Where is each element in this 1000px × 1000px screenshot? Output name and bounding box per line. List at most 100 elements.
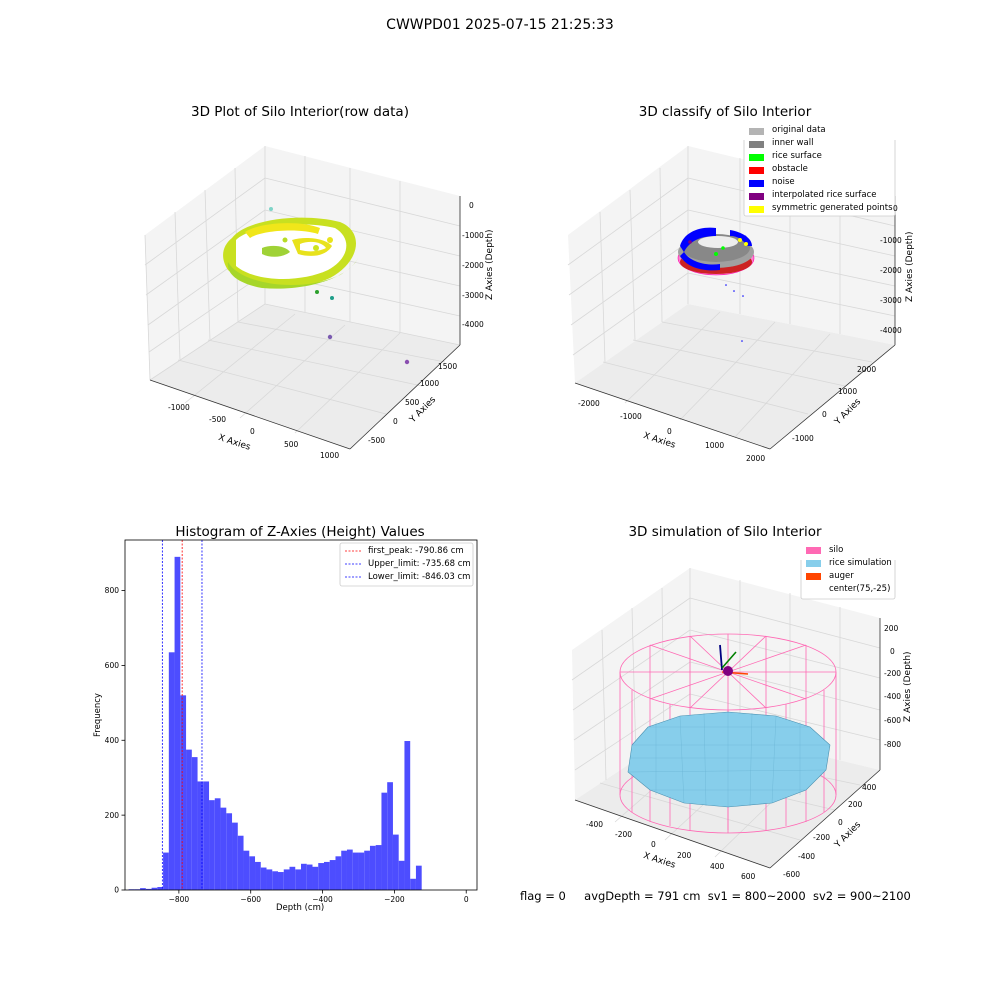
classify-ztick: 0 (893, 204, 898, 213)
figure-title: CWWPD01 2025-07-15 21:25:33 (386, 17, 614, 33)
raw-point-cloud (223, 217, 358, 289)
simulation-3d-plot (571, 560, 896, 869)
classify-legend-box (743, 140, 896, 217)
classify-z-axis-label: Z Axies (Depth) (905, 231, 915, 302)
simulation-ztick: -200 (884, 669, 902, 678)
auger-marker (719, 644, 749, 676)
histogram-bar (243, 850, 250, 890)
raw-outlier-points (269, 207, 410, 365)
histogram-bar (375, 845, 382, 890)
histogram-xtick-label: 0 (464, 895, 469, 904)
raw-ytick: -500 (368, 436, 386, 445)
raw-xtick: -500 (209, 415, 227, 424)
legend-label: Lower_limit: -846.03 cm (368, 572, 471, 582)
histogram-bar (289, 866, 296, 890)
simulation-ytick: 200 (848, 800, 863, 809)
legend-swatch-symmetric-generated-points (749, 206, 764, 213)
sv1-text: sv1 = 800~2000 (707, 889, 806, 903)
histogram-bar (295, 869, 301, 890)
simulation-ytick: -200 (813, 833, 831, 842)
histogram-bar (260, 867, 267, 890)
histogram-y-axis-label: Frequency (93, 693, 103, 737)
histogram-bar (255, 861, 261, 890)
classify-xtick: 1000 (705, 441, 725, 450)
classify-ytick: 2000 (857, 365, 877, 374)
simulation-xtick: 200 (677, 851, 692, 860)
histogram-bar (358, 852, 365, 890)
histogram-ytick-label: 200 (105, 811, 120, 820)
simulation-xtick: 600 (741, 872, 756, 881)
histogram-bar (364, 850, 370, 890)
legend-label: noise (772, 177, 795, 187)
raw-ytick: 0 (393, 417, 398, 426)
histogram-bar (272, 871, 279, 890)
histogram-bar (197, 781, 204, 890)
histogram-bar (341, 850, 347, 890)
histogram-bar (346, 849, 353, 890)
histogram-bar (301, 863, 307, 890)
classify-ztick: -2000 (880, 266, 902, 275)
raw-ztick: 0 (469, 201, 474, 210)
simulation-ztick: 0 (890, 647, 895, 656)
simulation-xtick: 400 (710, 862, 725, 871)
histogram-bar (415, 865, 422, 890)
classify-ztick: -3000 (880, 296, 902, 305)
simulation-ztick: -800 (884, 740, 902, 749)
simulation-ytick: -400 (798, 852, 816, 861)
raw-z-axis-label: Z Axies (Depth) (485, 229, 495, 300)
flag-text: flag = 0 (520, 889, 566, 903)
histogram-xtick-label: −600 (240, 895, 261, 904)
simulation-ytick: -600 (783, 870, 801, 879)
legend-swatch-obstacle (749, 167, 764, 174)
histogram-bar (209, 800, 215, 890)
histogram-bar (381, 792, 388, 890)
simulation-xtick: -200 (615, 830, 633, 839)
histogram-legend-box (339, 542, 474, 587)
raw-ztick: -2000 (462, 261, 484, 270)
histogram-legend (339, 542, 474, 587)
raw-ztick: -1000 (462, 231, 484, 240)
simulation-legend (800, 560, 896, 600)
classify-ytick: 0 (822, 410, 827, 419)
legend-label: inner wall (772, 138, 814, 148)
histogram-bar (323, 861, 330, 890)
raw-ztick: -3000 (462, 291, 484, 300)
classify-xtick: 2000 (746, 454, 766, 463)
raw-plot-title: 3D Plot of Silo Interior(row data) (191, 104, 409, 120)
simulation-ytick: 400 (862, 783, 877, 792)
histogram-bar (335, 856, 342, 890)
histogram-xtick-label: −200 (384, 895, 405, 904)
histogram-bar (174, 556, 181, 890)
legend-label: first_peak: -790.86 cm (368, 546, 464, 556)
legend-swatch-auger (806, 573, 821, 580)
histogram-bar (186, 749, 192, 890)
legend-swatch-silo (806, 547, 821, 554)
simulation-ytick: 0 (838, 818, 843, 827)
classify-xtick: -1000 (620, 412, 642, 421)
legend-label: rice simulation (829, 558, 892, 568)
histogram-title: Histogram of Z-Axies (Height) Values (175, 524, 425, 540)
legend-swatch-inner-wall (749, 141, 764, 148)
histogram-bar (220, 807, 227, 890)
histogram-bar (318, 863, 324, 890)
histogram-bar (180, 695, 187, 890)
classify-ztick: -4000 (880, 326, 902, 335)
histogram-xtick-label: −400 (312, 895, 333, 904)
histogram-bar (369, 845, 376, 890)
histogram-bar (232, 822, 238, 890)
legend-label: rice surface (772, 151, 822, 161)
simulation-legend-box (800, 560, 896, 600)
legend-swatch-original-data (749, 128, 764, 135)
histogram-bar (163, 852, 169, 890)
histogram-ytick-label: 400 (105, 736, 120, 745)
histogram-bar (283, 869, 290, 890)
classify-legend (743, 140, 896, 217)
legend-swatch-rice-surface (749, 154, 764, 161)
classify-xtick: 0 (667, 427, 672, 436)
histogram-bar (278, 872, 284, 890)
simulation-xtick: -400 (586, 820, 604, 829)
histogram-bar (168, 652, 175, 890)
histogram-bar (249, 856, 256, 890)
legend-label: auger (829, 571, 854, 581)
simulation-ztick: -400 (884, 692, 902, 701)
